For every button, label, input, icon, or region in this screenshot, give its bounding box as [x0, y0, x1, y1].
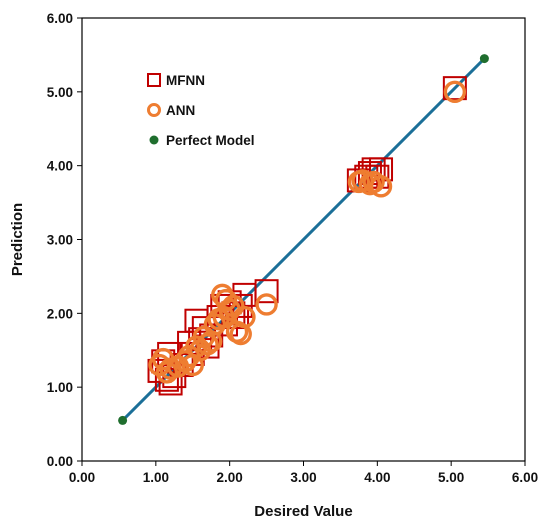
- x-tick-label: 6.00: [512, 470, 538, 485]
- x-tick-label: 0.00: [69, 470, 95, 485]
- y-tick-label: 4.00: [47, 159, 73, 174]
- y-tick-label: 2.00: [47, 306, 73, 321]
- ann-point: [196, 333, 219, 356]
- mfnn-point: [369, 157, 394, 182]
- y-axis-title: Prediction: [9, 203, 26, 276]
- x-axis-title: Desired Value: [254, 503, 352, 520]
- legend-marker-ann: [147, 103, 161, 117]
- perfect-model-point: [118, 415, 128, 425]
- ann-point: [369, 175, 393, 198]
- x-tick-label: 1.00: [143, 470, 169, 485]
- perfect-model-point: [479, 54, 489, 64]
- x-tick-label: 4.00: [364, 470, 390, 485]
- ann-point: [443, 80, 467, 104]
- legend-label-mfnn: MFNN: [166, 73, 205, 88]
- y-tick-label: 6.00: [47, 11, 73, 26]
- y-tick-label: 3.00: [47, 233, 73, 248]
- legend-label-ann: ANN: [166, 103, 195, 118]
- x-tick-label: 5.00: [438, 470, 464, 485]
- ann-point: [255, 293, 278, 316]
- legend-marker-mfnn: [147, 73, 161, 87]
- y-tick-label: 5.00: [47, 85, 73, 100]
- y-tick-label: 0.00: [47, 454, 73, 469]
- ann-point: [155, 361, 179, 384]
- mfnn-point: [442, 76, 467, 101]
- legend-marker-perfect-model: [149, 135, 159, 145]
- x-tick-label: 3.00: [290, 470, 316, 485]
- ann-point: [233, 305, 256, 329]
- legend-label-perfect-model: Perfect Model: [166, 133, 255, 148]
- x-tick-label: 2.00: [217, 470, 243, 485]
- mfnn-point: [254, 279, 279, 304]
- y-tick-label: 1.00: [47, 380, 73, 395]
